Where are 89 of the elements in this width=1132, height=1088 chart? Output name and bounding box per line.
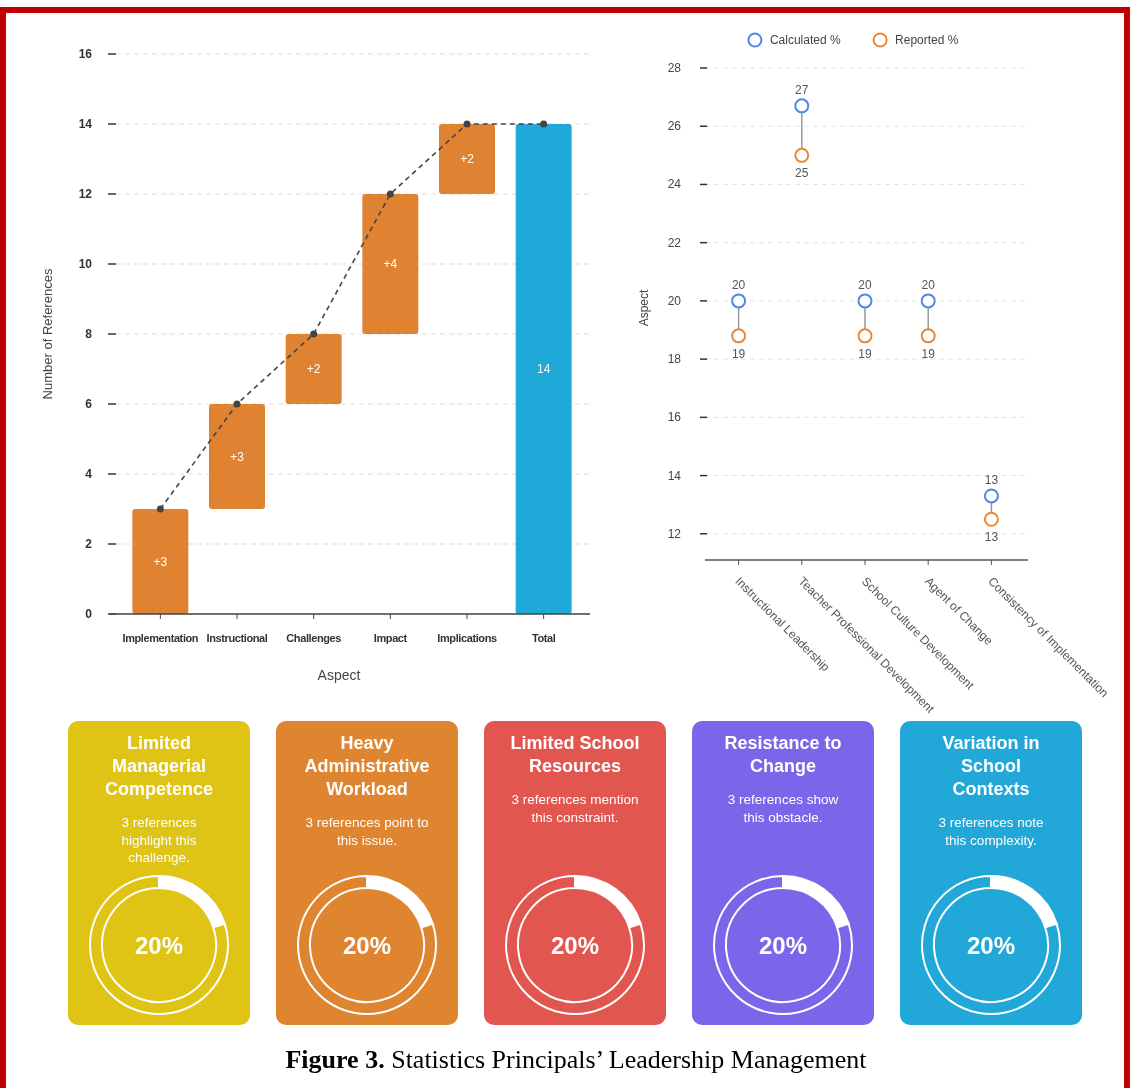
chart-title: Limited School Resources [510,733,640,776]
data-label: 25 [795,166,809,181]
data-label: +2 [460,152,475,166]
chart-subtitle: 3 references point to this issue. [305,815,429,848]
y-tick-label: 12 [667,526,682,541]
point [156,505,164,513]
y-tick-label: 26 [667,119,682,134]
text: Statistics Principals’ Leadership Management [384,1045,868,1074]
donut-slice [921,875,1061,1015]
data-label: 20 [731,277,746,292]
chart-title: Variation in School Contexts [942,733,1040,799]
y-tick-label: 14 [667,468,682,483]
data-label: 27 [795,82,809,97]
point [794,147,810,163]
text: 20% [758,932,808,959]
x-tick-label: Implementation [122,632,199,644]
point [463,120,471,128]
text: 20% [550,932,600,959]
donut-slice [713,875,853,1015]
x-tick-label: Implications [437,632,497,644]
chart-subtitle: 3 references show this obstacle. [727,792,839,825]
text: 20% [966,932,1016,959]
x-tick-label: Challenges [286,632,342,644]
y-tick-label: 22 [667,235,682,250]
data-label: 20 [921,277,936,292]
point [983,488,999,504]
bar [132,509,189,614]
data-label: 13 [984,472,999,487]
point [233,400,241,408]
point [386,190,394,198]
chart-subtitle: 3 references note this complexity. [938,815,1044,848]
point [983,511,999,527]
donut-slice [505,875,645,1015]
x-tick-label: Total [531,632,556,644]
data-label: 19 [921,346,936,361]
bar [362,194,419,334]
y-tick-label: 6 [85,397,93,411]
y-tick-label: 0 [85,607,93,621]
y-tick-label: 18 [667,352,682,367]
data-label: +2 [306,362,321,376]
x-tick-label: Impact [373,632,408,644]
y-tick-label: 16 [78,47,93,61]
y-tick-label: 24 [667,177,682,192]
point [920,328,936,344]
y-tick-label: 8 [85,327,93,341]
x-tick-label: Instructional [206,632,268,644]
y-tick-label: 20 [667,293,682,308]
data-label: 19 [731,346,746,361]
y-tick-label: 10 [78,257,93,271]
y-tick-label: 14 [78,117,93,131]
y-tick-label: 2 [85,537,93,551]
bar [515,124,572,614]
legend-label: Calculated % [769,33,841,47]
y-axis-title: Number of References [40,268,55,400]
point [857,293,873,309]
chart-title: Limited Managerial Competence [104,733,214,799]
chart-subtitle: 3 references highlight this challenge. [121,815,197,865]
chart-subtitle: 3 references mention this constraint. [511,792,639,825]
text: 20% [134,932,184,959]
bar [209,404,265,509]
y-tick-label: 28 [667,61,682,75]
point [731,293,747,309]
legend-label: Reported % [895,33,959,47]
y-tick-label: 4 [85,467,93,481]
chart-title: Heavy Administrative Workload [304,733,430,799]
text: 20% [342,932,392,959]
point [794,98,810,114]
donut-slice [297,875,437,1015]
data-label: +3 [230,449,245,464]
data-label: 13 [984,530,999,545]
y-tick-label: 16 [667,410,682,425]
bar [439,124,495,194]
caption: Figure 3. [285,1045,385,1074]
point [857,328,873,344]
data-label: +3 [153,554,168,569]
point [920,293,936,309]
x-axis-title: Aspect [317,667,361,683]
y-axis-title: Aspect [637,288,651,327]
donut-slice [89,875,229,1015]
chart-title: Resistance to Change [724,733,842,776]
data-label: 14 [536,362,551,376]
y-tick-label: 12 [78,187,93,201]
point [731,328,747,344]
point [540,120,548,128]
data-label: 20 [858,277,872,292]
bar [285,334,342,404]
point [310,330,318,338]
data-label: +4 [383,257,398,271]
data-label: 19 [858,346,872,361]
